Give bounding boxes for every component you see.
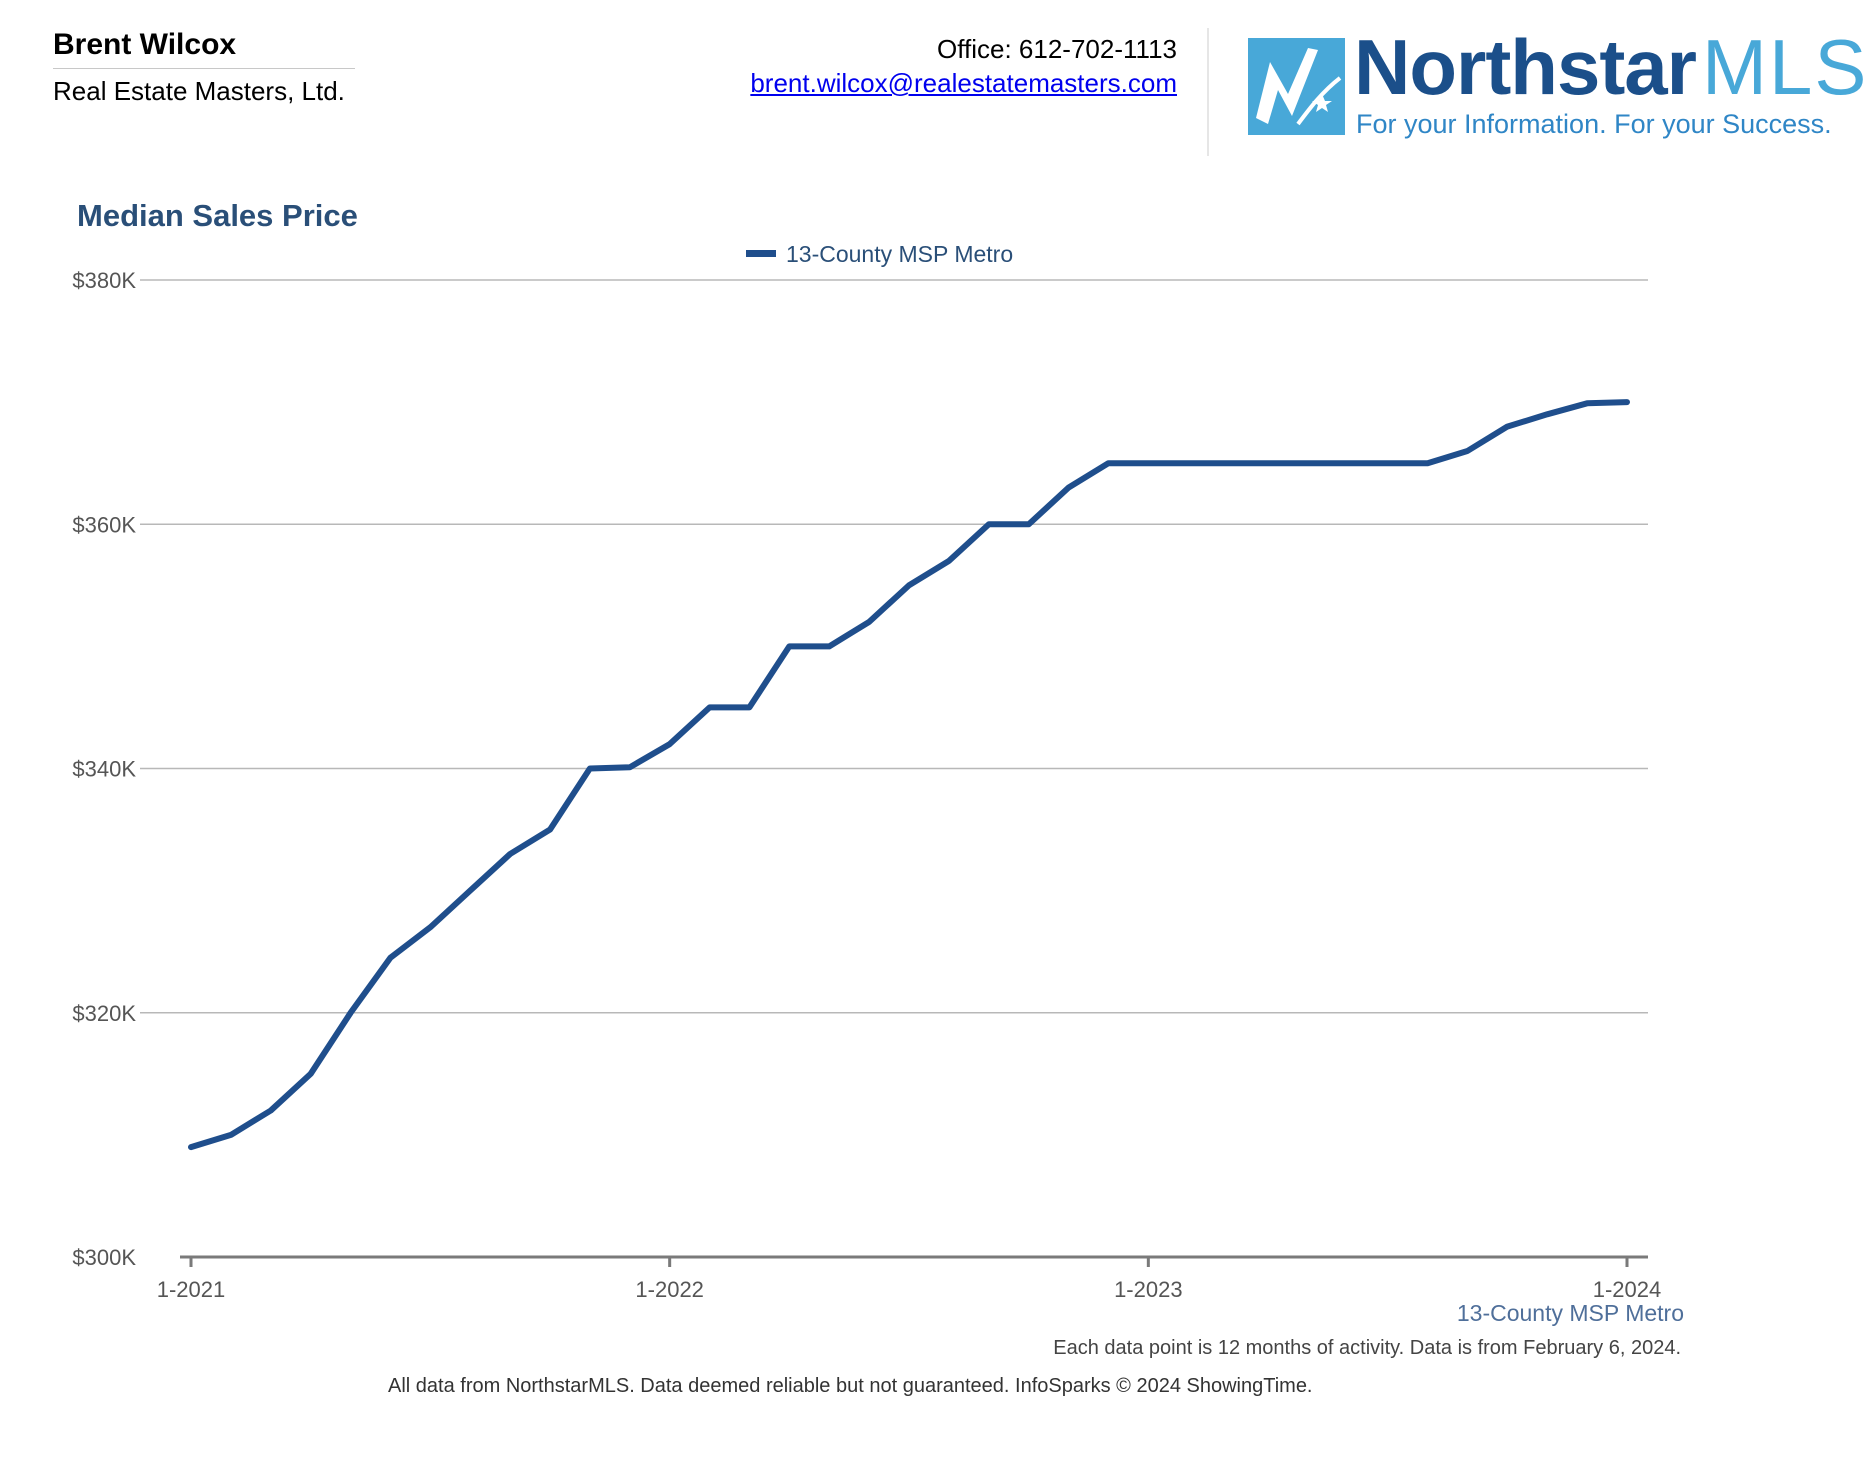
logo-tagline: For your Information. For your Success. [1356, 109, 1832, 139]
y-tick-label: $380K [72, 268, 136, 293]
footer-disclaimer: All data from NorthstarMLS. Data deemed … [388, 1375, 1313, 1397]
legend-swatch [746, 250, 776, 257]
northstar-logo-wordmark: NorthstarMLS [1354, 28, 1868, 106]
agent-email-link[interactable]: brent.wilcox@realestatemasters.com [750, 68, 1177, 98]
x-tick-label: 1-2023 [1114, 1277, 1183, 1302]
agent-name-divider [53, 68, 355, 69]
chart-title: Median Sales Price [77, 198, 358, 233]
y-tick-label: $300K [72, 1245, 136, 1270]
agent-company: Real Estate Masters, Ltd. [53, 76, 345, 106]
series-line [188, 399, 1630, 1151]
x-tick-label: 1-2024 [1593, 1277, 1662, 1302]
y-tick-label: $360K [72, 512, 136, 537]
northstar-star-logo-icon [1248, 38, 1345, 135]
x-tick-label: 1-2021 [157, 1277, 226, 1302]
logo-name-part2: MLS [1702, 23, 1869, 111]
data-note: Each data point is 12 months of activity… [1053, 1337, 1681, 1359]
y-tick-label: $340K [72, 757, 136, 782]
x-tick-label: 1-2022 [635, 1277, 704, 1302]
series-caption: 13-County MSP Metro [1456, 1300, 1684, 1326]
office-phone: Office: 612-702-1113 [937, 34, 1177, 64]
logo-name-part1: Northstar [1354, 23, 1697, 111]
header-divider [1207, 28, 1209, 156]
legend-label: 13-County MSP Metro [786, 241, 1013, 267]
agent-name: Brent Wilcox [53, 28, 237, 61]
y-tick-label: $320K [72, 1001, 136, 1026]
